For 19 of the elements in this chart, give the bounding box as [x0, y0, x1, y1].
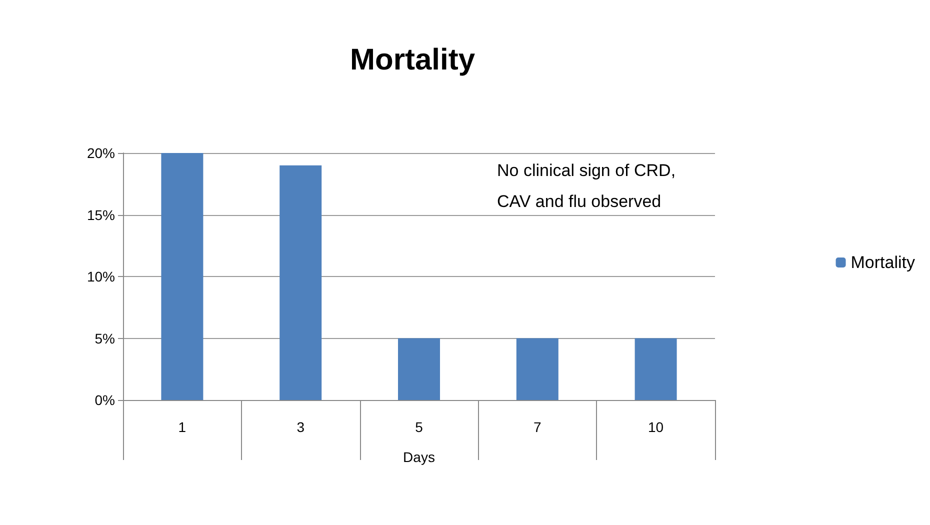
legend-label: Mortality — [850, 253, 916, 272]
chart-title: Mortality — [350, 44, 476, 76]
x-tick-label: 10 — [648, 419, 664, 435]
bar — [634, 338, 677, 400]
bar — [280, 165, 322, 400]
x-tick-label: 7 — [534, 419, 542, 435]
y-tick-label: 20% — [86, 145, 115, 161]
y-tick-label: 5% — [94, 330, 115, 346]
annotation: No clinical sign of CRD, CAV and flu observed — [497, 161, 680, 211]
bar — [398, 338, 440, 400]
bar — [161, 153, 204, 400]
bar — [516, 338, 558, 400]
x-tick-label: 1 — [178, 419, 186, 435]
x-tick-label: 5 — [415, 419, 424, 435]
y-tick-label: 15% — [86, 206, 115, 223]
x-tick-label: 3 — [296, 419, 305, 435]
y-tick-label: 0% — [94, 392, 115, 408]
y-tick-label: 10% — [86, 268, 115, 284]
x-axis-title: Days — [403, 449, 435, 465]
